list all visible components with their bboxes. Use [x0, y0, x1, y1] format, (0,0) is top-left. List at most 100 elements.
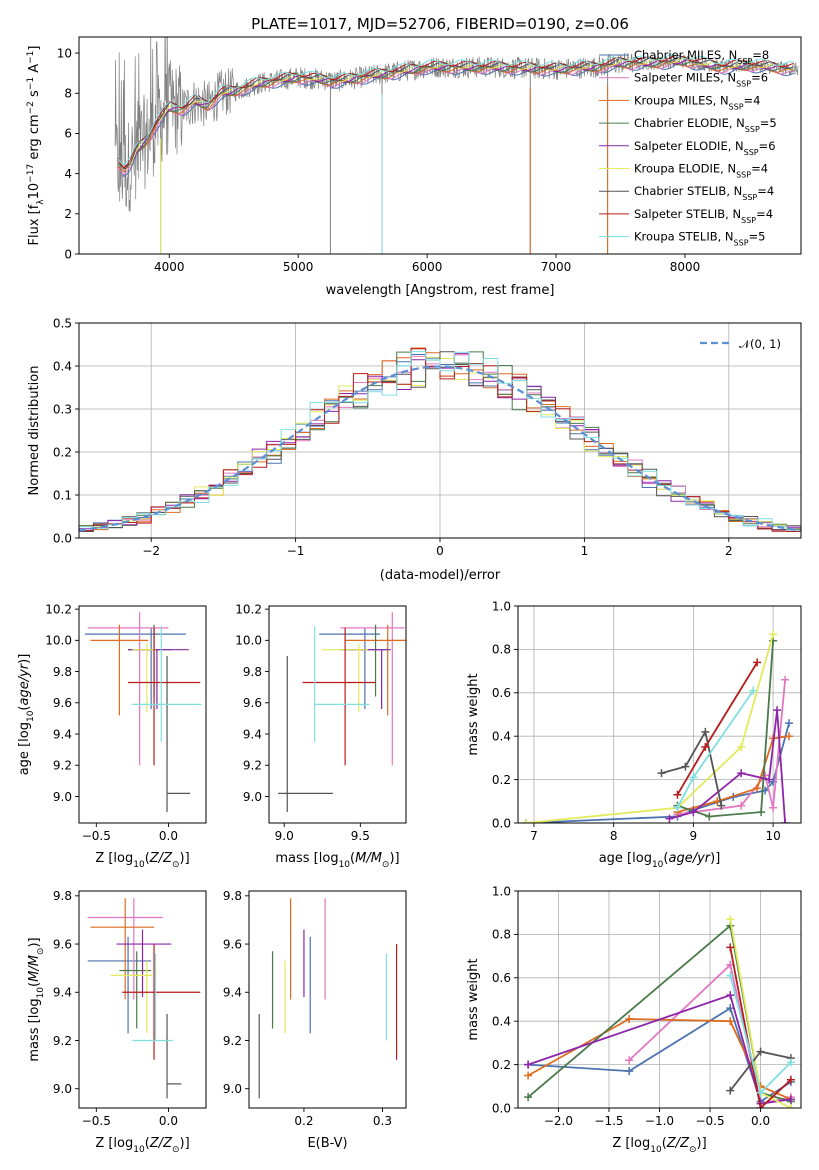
series-4	[665, 706, 790, 823]
label-part: ⊙	[36, 948, 46, 956]
label-part: (	[663, 851, 668, 866]
ticks: 7 8 9 10 0.0 0.2 0.4 0.6 0.8 1.0	[492, 599, 781, 843]
label-part: )]	[180, 1136, 190, 1151]
series-6	[726, 1047, 795, 1095]
plot-area	[79, 347, 801, 532]
label-part: Z [log	[612, 1136, 650, 1151]
series-marker	[689, 808, 698, 817]
model-spectrum-4	[117, 58, 794, 168]
x-tick-label: −0.5	[82, 829, 111, 843]
series-marker	[726, 1086, 735, 1095]
y-tick-label: 9.6	[53, 937, 72, 951]
x-tick-label: −1.5	[594, 1114, 623, 1128]
model-spectrum-8	[117, 54, 794, 166]
label-part: erg cm	[27, 114, 42, 163]
y-tick-label: 0.0	[492, 1101, 511, 1115]
ticks: −2.0 −1.5 −1.0 −0.5 0.0 0.0 0.2 0.4 0.6 0.8 1.0	[492, 884, 770, 1128]
y-tick-label: 10.0	[235, 634, 262, 648]
errorbar-point-0	[87, 936, 152, 1034]
y-tick-label: 10.2	[45, 602, 72, 616]
label-part: 10	[26, 710, 36, 722]
plot-area	[524, 915, 795, 1108]
series-line	[669, 710, 786, 823]
x-axis-label: (data-model)/error	[380, 568, 501, 583]
series-marker	[737, 801, 746, 810]
series-marker	[753, 658, 762, 667]
label-part: (	[145, 851, 150, 866]
series-marker	[781, 819, 790, 823]
label-part: −2	[26, 101, 36, 114]
y-tick-label: 2	[64, 207, 72, 221]
y-tick-label: 9.2	[243, 759, 262, 773]
legend-model-name: Chabrier STELIB, N	[634, 184, 742, 198]
series-marker	[786, 1058, 795, 1067]
legend-nssp: =4	[756, 207, 773, 221]
age-vs-metallicity-panel: −0.5 0.09.09.29.49.69.810.010.2Z [log10(Z…	[17, 602, 207, 870]
errorbar-point-2	[90, 898, 155, 1000]
x-tick-label: 7	[530, 829, 538, 843]
observed-spectrum	[114, 37, 799, 212]
legend-nssp: =6	[751, 71, 768, 85]
label-part: 10	[652, 860, 664, 870]
errorbar-point-2	[90, 624, 149, 716]
label-part: Z/Z	[666, 1136, 690, 1151]
label-part: Z/Z	[149, 1136, 173, 1151]
series-8	[673, 686, 758, 812]
legend-nssp: =6	[759, 139, 776, 153]
errorbar-point-3	[339, 624, 388, 697]
y-tick-label: 0.2	[53, 445, 72, 459]
label-part: s	[27, 90, 42, 101]
errorbar-point-5	[110, 960, 153, 1034]
errorbar-point-8	[132, 953, 173, 1042]
errorbar-point-7	[128, 627, 201, 766]
series-marker	[749, 686, 758, 695]
y-tick-label: 10.2	[235, 602, 262, 616]
errorbar-point-0	[319, 627, 381, 710]
y-tick-label: 0.6	[492, 686, 511, 700]
y-tick-label: 9.0	[53, 790, 72, 804]
y-tick-label: 9.8	[243, 665, 262, 679]
series-marker	[521, 819, 530, 823]
series-marker	[737, 743, 746, 752]
legend-model-name: Salpeter MILES, N	[634, 71, 736, 85]
series-marker	[769, 803, 778, 812]
legend-ssp-sub: SSP	[734, 238, 749, 247]
series-marker	[781, 675, 790, 684]
series-7	[673, 658, 762, 799]
label-part: (	[17, 706, 32, 711]
y-tick-label: 0.8	[492, 928, 511, 942]
label-part: age/yr	[17, 662, 32, 705]
label-part: M/M	[27, 955, 42, 982]
x-tick-label: 2	[725, 544, 733, 558]
legend-entry-8: Kroupa STELIB, NSSP=5	[634, 230, 765, 248]
series-marker	[786, 1075, 795, 1084]
series-marker	[726, 943, 735, 952]
label-part: age [log	[17, 722, 32, 775]
series-3	[673, 636, 778, 821]
series-marker	[773, 706, 782, 715]
y-tick-label: 1.0	[492, 599, 511, 613]
figure-title: PLATE=1017, MJD=52706, FIBERID=0190, z=0…	[251, 15, 629, 33]
y-tick-label: 9.8	[53, 665, 72, 679]
y-tick-label: 0.4	[53, 359, 72, 373]
legend-entry-6: Chabrier STELIB, NSSP=4	[634, 184, 774, 202]
y-tick-label: 9.2	[53, 1034, 72, 1048]
label-part: )]	[389, 851, 399, 866]
plot-area	[87, 898, 201, 1099]
legend-nssp: =5	[749, 230, 766, 244]
errorbar-point-3	[128, 624, 172, 697]
legend-entry-0: Chabrier MILES, NSSP=8	[634, 48, 769, 66]
legend-nssp: =4	[757, 184, 774, 198]
plot-area	[278, 612, 406, 813]
x-axis-label: Z [log10(Z/Z⊙)]	[95, 1136, 189, 1155]
label-part: ⊙	[382, 860, 390, 870]
y-tick-label: 9.6	[243, 696, 262, 710]
series-marker	[689, 773, 698, 782]
x-tick-label: 0.0	[751, 1114, 770, 1128]
legend-model-name: Salpeter ELODIE, N	[634, 139, 744, 153]
x-tick-label: −2.0	[544, 1114, 573, 1128]
x-tick-label: 9	[690, 829, 698, 843]
y-tick-label: 9.0	[243, 790, 262, 804]
x-axis-label: Z [log10(Z/Z⊙)]	[612, 1136, 706, 1155]
y-tick-label: 9.0	[53, 1082, 72, 1096]
